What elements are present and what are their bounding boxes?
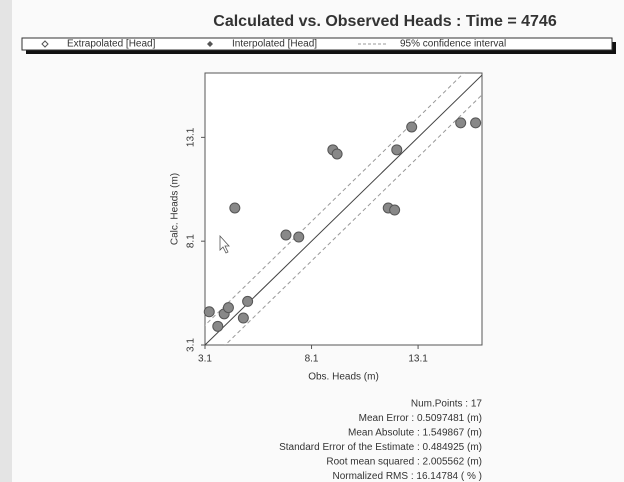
stat-line: Normalized RMS : 16.14784 ( % ): [332, 471, 482, 482]
stat-line: Standard Error of the Estimate : 0.48492…: [279, 442, 482, 453]
point: [293, 231, 305, 243]
point: [203, 306, 215, 318]
y-tick-label: 13.1: [186, 127, 197, 147]
legend-label: 95% confidence interval: [400, 39, 506, 50]
point: [237, 312, 249, 324]
one-to-one-line: [205, 74, 482, 345]
point: [212, 320, 224, 332]
y-axis-label: Calc. Heads (m): [170, 173, 181, 245]
point: [391, 144, 403, 156]
x-tick-label: 3.1: [198, 354, 212, 365]
y-tick-label: 3.1: [186, 338, 197, 352]
legend-label: Extrapolated [Head]: [67, 39, 156, 50]
point: [455, 117, 467, 129]
stat-line: Mean Error : 0.5097481 (m): [359, 413, 482, 424]
point: [229, 202, 241, 214]
chart-title: Calculated vs. Observed Heads : Time = 4…: [213, 13, 557, 30]
cursor: [219, 234, 230, 254]
point: [331, 148, 343, 160]
point: [470, 117, 482, 129]
legend-label: Interpolated [Head]: [232, 39, 317, 50]
left-frame: [0, 0, 12, 482]
stat-line: Num.Points : 17: [411, 399, 483, 410]
point: [389, 204, 401, 216]
stat-line: Root mean squared : 2.005562 (m): [326, 457, 482, 468]
legend-marker: [207, 41, 213, 47]
confidence-line: [205, 73, 465, 326]
x-axis-label: Obs. Heads (m): [308, 372, 379, 383]
x-tick-label: 8.1: [305, 354, 319, 365]
x-tick-label: 13.1: [408, 354, 428, 365]
point: [406, 121, 418, 133]
stat-line: Mean Absolute : 1.549867 (m): [348, 428, 482, 439]
legend-box: [21, 37, 613, 51]
legend-marker: [41, 40, 49, 48]
y-tick-label: 8.1: [186, 234, 197, 248]
point: [222, 302, 234, 314]
confidence-line: [224, 94, 482, 345]
point: [280, 229, 292, 241]
point: [242, 295, 254, 307]
